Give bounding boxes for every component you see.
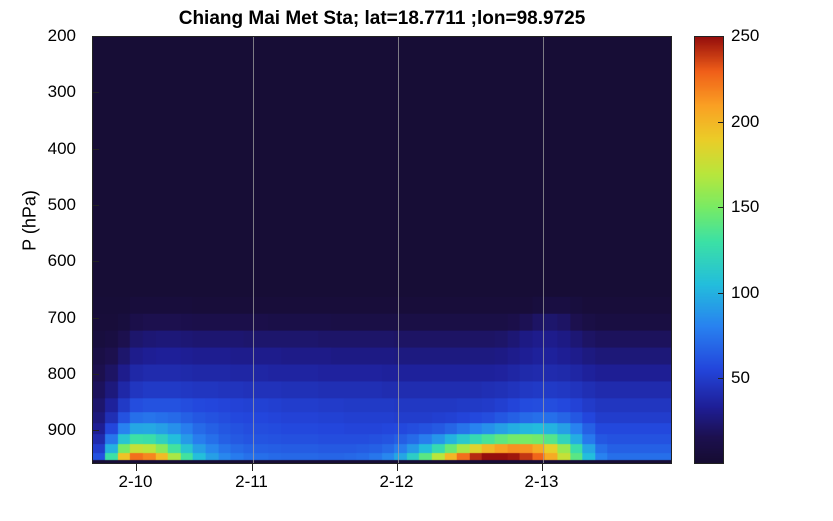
heatmap-canvas [93,37,671,463]
y-tick-label: 300 [47,82,76,102]
y-tick-label: 700 [47,307,76,327]
colorbar-label-holder: CO-SEA (ppb) [724,0,833,521]
x-tick-mark [541,464,543,471]
y-tick-label: 900 [47,420,76,440]
y-tick-mark [92,317,99,319]
y-tick-mark [92,92,99,94]
y-tick-mark [92,148,99,150]
x-tick-label: 2-12 [379,472,414,491]
y-tick-label: 200 [47,26,76,45]
y-tick-mark [92,204,99,206]
chart-title: Chiang Mai Met Sta; lat=18.7711 ;lon=98.… [178,8,586,29]
colorbar-tick-mark [718,121,724,123]
y-tick-label: 500 [47,194,76,214]
y-tick-mark [92,36,99,37]
x-tick-mark [396,464,398,471]
vertical-gridline [542,37,544,463]
colorbar [694,36,724,464]
x-tick-mark [135,464,137,471]
y-tick-label: 800 [47,363,76,383]
colorbar-tick-mark [718,207,724,209]
y-axis-tick-labels: 200 300 400 500 600 700 800 900 [0,26,86,464]
y-tick-mark [92,261,99,263]
x-tick-label: 2-11 [235,472,268,491]
colorbar-tick-label: 100 [731,282,760,302]
y-tick-mark [92,430,99,432]
colorbar-tick-label: 250 [731,26,760,45]
y-tick-label: 600 [47,251,76,271]
y-tick-mark [92,373,99,375]
y-tick-label: 400 [47,138,76,158]
vertical-gridline [397,37,399,463]
colorbar-tick-mark [718,378,724,380]
y-axis-label: P (hPa) [19,190,40,251]
x-axis-tick-labels: 2-10 2-11 2-12 2-13 [92,464,672,504]
heatmap-plot-area [92,36,672,464]
x-tick-label: 2-13 [524,472,559,491]
colorbar-tick-label: 150 [731,197,760,217]
x-tick-label: 2-10 [118,472,153,491]
y-axis-label-holder: P (hPa) [0,0,92,521]
colorbar-tick-label: 50 [731,368,750,388]
colorbar-tick-mark [718,36,724,37]
colorbar-tick-label: 200 [731,111,760,131]
colorbar-canvas [695,37,723,463]
vertical-gridline [252,37,254,463]
colorbar-tick-mark [718,292,724,294]
x-tick-mark [251,464,253,471]
